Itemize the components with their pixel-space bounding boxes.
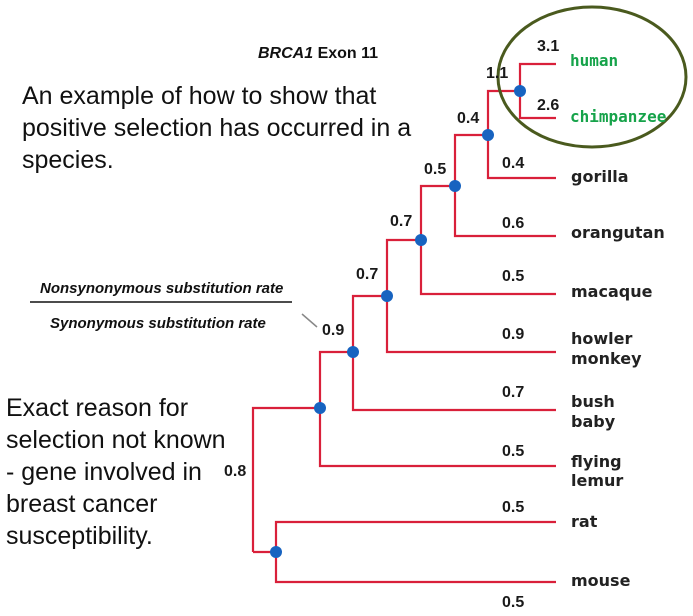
taxon-flying: flying: [571, 452, 622, 471]
rate-hominine-clade: 0.4: [457, 110, 479, 127]
node-hominid: [449, 180, 461, 192]
rate-macaque: 0.5: [502, 268, 524, 285]
branch-flying-lemur: [318, 408, 556, 468]
branch-primate-stem: [318, 350, 353, 408]
node-primate: [347, 346, 359, 358]
note-top-line-2: positive selection has occurred in a: [22, 114, 412, 142]
note-top-line-1: An example of how to show that: [22, 82, 377, 110]
branch-bush-baby: [351, 352, 556, 412]
rate-chimpanzee: 2.6: [537, 97, 559, 114]
branch-mouse: [274, 552, 556, 584]
note-left-line-2: selection not known: [6, 426, 226, 454]
branch-macaque: [419, 240, 556, 296]
branch-howler-monkey: [385, 296, 556, 354]
branch-gorilla: [486, 135, 556, 180]
node-euarchonta: [314, 402, 326, 414]
rate-catarrhine-clade: 0.7: [390, 213, 412, 230]
taxon-monkey: monkey: [571, 349, 642, 368]
rate-rat: 0.5: [502, 499, 524, 516]
rate-hominid-clade: 0.5: [424, 161, 446, 178]
rate-gorilla: 0.4: [502, 155, 524, 172]
taxon-gorilla: gorilla: [571, 167, 629, 186]
taxon-bush: bush: [571, 392, 615, 411]
note-left-line-4: breast cancer: [6, 490, 158, 518]
branch-catarrhine-stem: [385, 238, 421, 296]
node-rodent: [270, 546, 282, 558]
rate-labels: 3.1 2.6 1.1 0.4 0.4 0.5 0.6 0.7 0.5 0.7 …: [224, 38, 559, 611]
diagram-title: BRCA1 Exon 11: [258, 45, 378, 62]
positive-selection-note: An example of how to show that positive s…: [22, 80, 412, 176]
node-catarrhine: [415, 234, 427, 246]
ratio-annotation: Nonsynonymous substitution rate Synonymo…: [30, 280, 318, 332]
ratio-pointer: [301, 313, 318, 328]
rate-howler-monkey: 0.9: [502, 326, 524, 343]
taxon-orangutan: orangutan: [571, 223, 665, 242]
branch-orangutan: [453, 186, 556, 238]
rate-human-chimp-clade: 1.1: [486, 65, 508, 82]
taxon-human: human: [570, 51, 618, 70]
note-left-line-3: - gene involved in: [6, 458, 202, 486]
branch-root-upper: [251, 406, 320, 552]
branch-hominine-stem: [453, 133, 488, 186]
note-left-line-1: Exact reason for: [6, 394, 189, 422]
rate-anthropoid-clade: 0.7: [356, 266, 378, 283]
rate-flying-lemur: 0.5: [502, 443, 524, 460]
rate-orangutan: 0.6: [502, 215, 524, 232]
node-hominine: [482, 129, 494, 141]
ratio-denominator: Synonymous substitution rate: [50, 315, 266, 332]
exon-label: Exon 11: [318, 45, 379, 62]
taxon-lemur: lemur: [571, 471, 623, 490]
taxon-macaque: macaque: [571, 282, 653, 301]
rate-primate-clade: 0.9: [322, 322, 344, 339]
branch-human: [518, 62, 556, 91]
note-left-line-5: susceptibility.: [6, 522, 153, 550]
selection-reason-note: Exact reason for selection not known - gen…: [6, 392, 226, 552]
tree-nodes: [270, 85, 526, 558]
rate-bush-baby: 0.7: [502, 384, 524, 401]
taxon-howler: howler: [571, 329, 633, 348]
rate-human: 3.1: [537, 38, 559, 55]
branch-chimpanzee: [518, 91, 556, 120]
branch-rat: [274, 520, 556, 552]
gene-name: BRCA1: [258, 45, 313, 62]
branch-anthropoid-stem: [351, 294, 387, 352]
taxon-mouse: mouse: [571, 571, 631, 590]
taxon-labels: human chimpanzee gorilla orangutan macaq…: [570, 51, 666, 590]
note-top-line-3: species.: [22, 146, 114, 174]
node-anthropoid: [381, 290, 393, 302]
rate-root: 0.8: [224, 463, 246, 480]
node-human-chimp: [514, 85, 526, 97]
tree-branches: [251, 62, 556, 584]
taxon-rat: rat: [571, 512, 598, 531]
rate-mouse: 0.5: [502, 594, 524, 611]
taxon-baby: baby: [571, 412, 616, 431]
branch-hominid-stem: [419, 184, 455, 240]
branch-human-chimp-stem: [486, 89, 520, 135]
highlight-ellipse: [496, 5, 688, 149]
taxon-chimpanzee: chimpanzee: [570, 107, 666, 126]
ratio-numerator: Nonsynonymous substitution rate: [40, 280, 283, 297]
